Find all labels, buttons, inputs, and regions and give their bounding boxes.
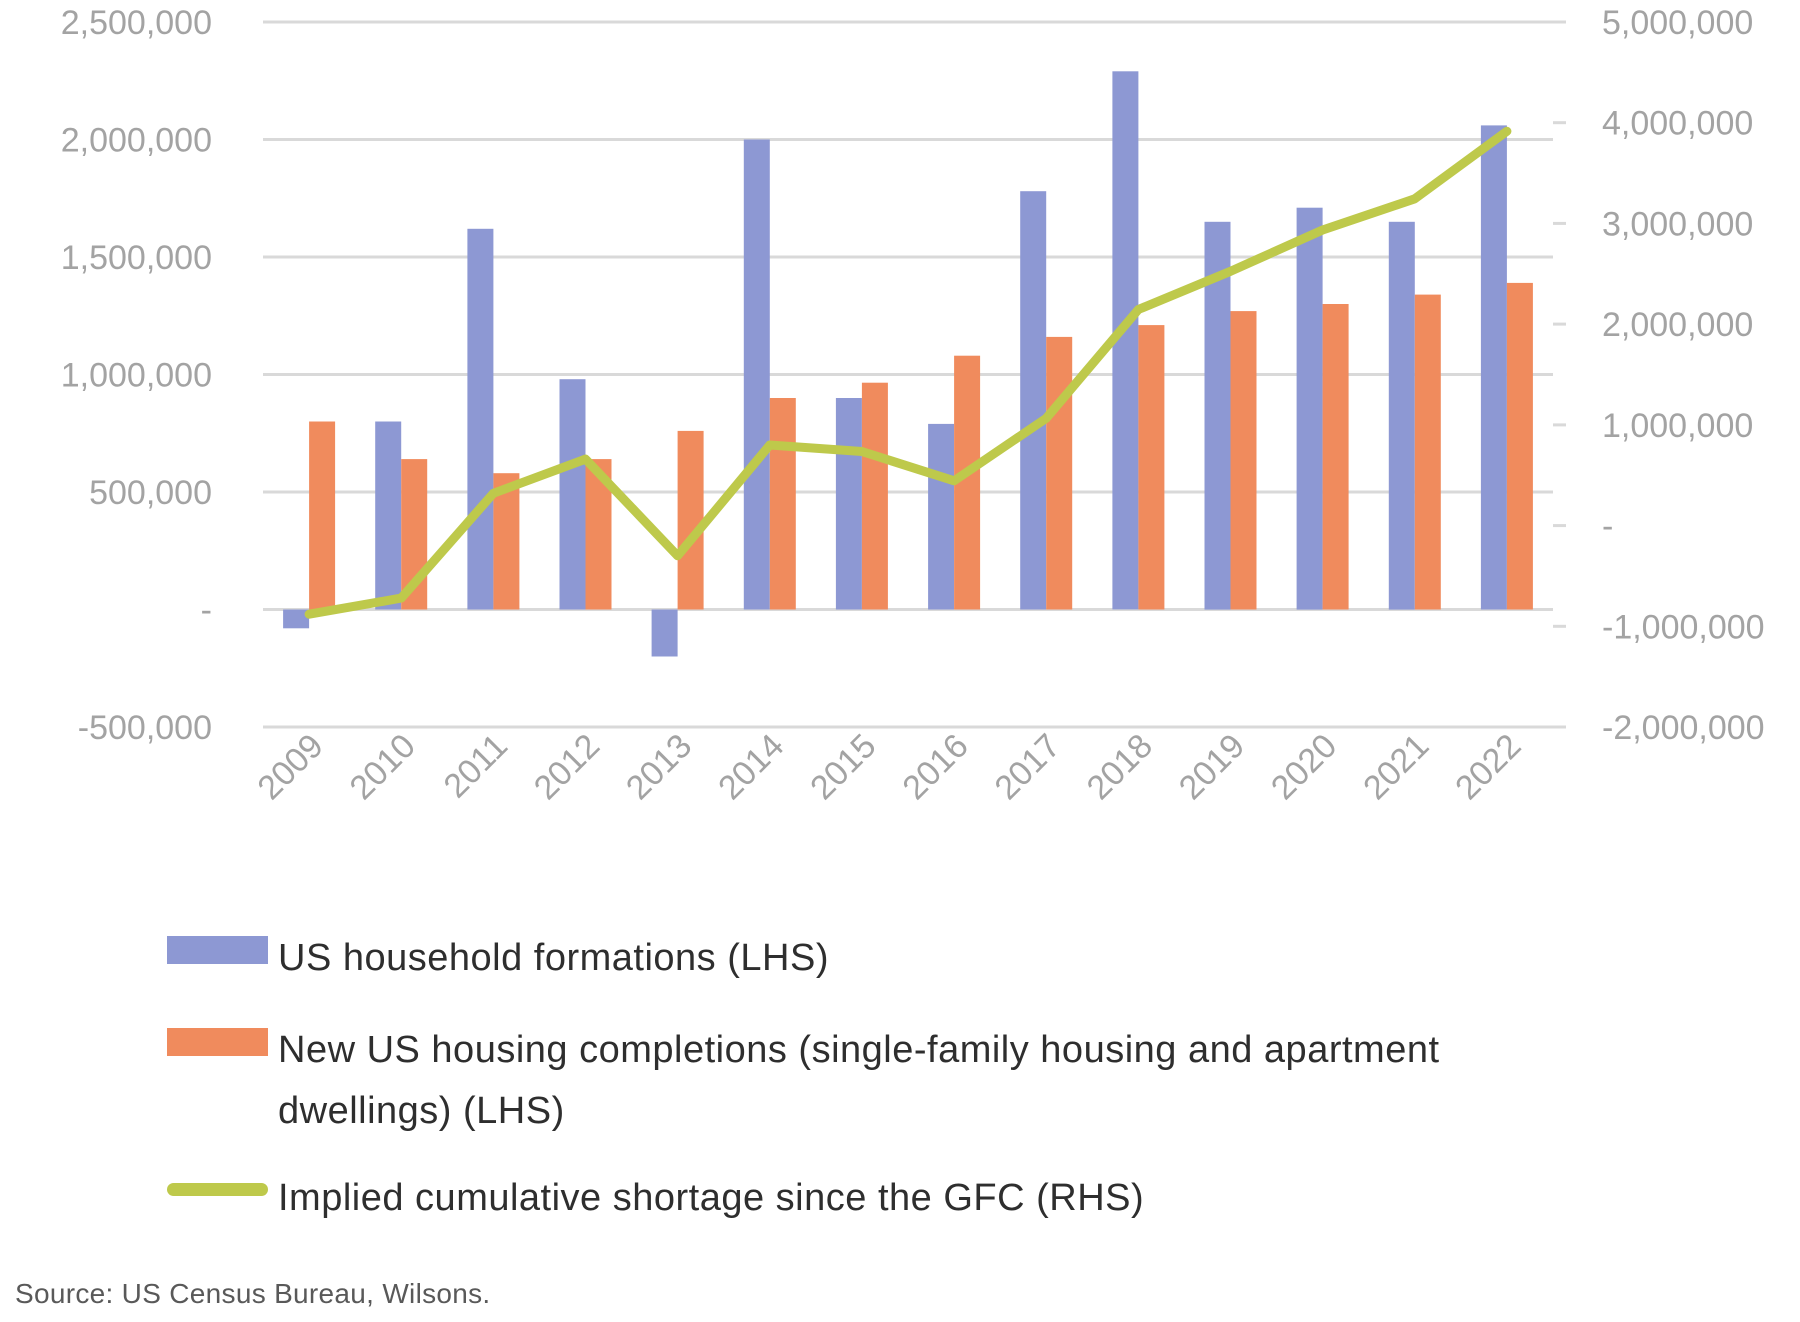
svg-text:2,000,000: 2,000,000	[61, 122, 212, 160]
svg-text:2016: 2016	[895, 727, 975, 807]
source-attribution: Source: US Census Bureau, Wilsons.	[15, 1278, 491, 1309]
svg-text:2020: 2020	[1264, 727, 1344, 807]
formations-bars	[283, 71, 1507, 657]
formations-bar-2016	[928, 423, 955, 610]
svg-text:-2,000,000: -2,000,000	[1602, 709, 1765, 747]
right-axis-labels: 5,000,000 4,000,000 3,000,000 2,000,000 1,00…	[1602, 4, 1765, 747]
svg-text:2012: 2012	[527, 727, 607, 807]
formations-bar-2017	[1020, 191, 1047, 610]
completions-bar-2020	[1322, 304, 1349, 610]
formations-bar-2009	[283, 609, 310, 629]
completions-bar-2009	[309, 421, 336, 610]
svg-text:4,000,000: 4,000,000	[1602, 105, 1753, 143]
completions-bar-2017	[1046, 336, 1073, 610]
svg-text:2010: 2010	[343, 727, 423, 807]
completions-bar-2022	[1506, 282, 1533, 610]
shortage-line-swatch	[167, 1183, 268, 1196]
svg-text:2013: 2013	[619, 727, 699, 807]
svg-text:2011: 2011	[436, 727, 515, 806]
formations-bar-2022	[1480, 125, 1507, 610]
formations-bar-2020	[1296, 207, 1323, 610]
svg-text:-1,000,000: -1,000,000	[1602, 608, 1765, 646]
formations-swatch	[167, 936, 268, 964]
formations-bar-2015	[835, 398, 862, 610]
shortage-legend-label: Implied cumulative shortage since the GF…	[278, 1177, 1145, 1219]
right-axis-ticks	[1553, 20, 1566, 729]
svg-text:5,000,000: 5,000,000	[1602, 4, 1753, 42]
formations-bar-2013	[651, 609, 678, 657]
svg-text:-: -	[1602, 508, 1613, 546]
legend-item-formations: US household formations (LHS)	[167, 928, 829, 989]
svg-text:2009: 2009	[250, 727, 330, 807]
x-axis-labels: 2009 2010 2011 2012 2013 2014 2015 2016 2017 2018…	[250, 727, 1528, 807]
legend-item-shortage: Implied cumulative shortage since the GF…	[167, 1168, 1144, 1229]
svg-text:2019: 2019	[1172, 727, 1252, 807]
formations-bar-2011	[467, 228, 494, 610]
completions-bar-2019	[1230, 311, 1257, 610]
legend-item-completions: New US housing completions (single-famil…	[167, 1020, 1488, 1142]
gridlines	[263, 20, 1553, 729]
completions-bar-2013	[677, 430, 704, 610]
svg-text:2017: 2017	[988, 727, 1068, 807]
formations-bar-2010	[375, 421, 402, 610]
completions-bar-2021	[1414, 294, 1441, 610]
svg-text:2,500,000: 2,500,000	[61, 4, 212, 42]
svg-text:1,000,000: 1,000,000	[1602, 407, 1753, 445]
formations-legend-label: US household formations (LHS)	[278, 937, 829, 979]
formations-bar-2012	[559, 379, 586, 610]
svg-text:2018: 2018	[1080, 727, 1160, 807]
svg-text:2022: 2022	[1448, 727, 1528, 807]
completions-bars	[309, 282, 1533, 610]
svg-text:-500,000: -500,000	[78, 709, 212, 747]
left-axis-labels: 2,500,000 2,000,000 1,500,000 1,000,000 500,…	[61, 4, 212, 747]
svg-text:-: -	[201, 592, 212, 630]
svg-text:2015: 2015	[803, 727, 883, 807]
svg-text:500,000: 500,000	[89, 474, 212, 512]
formations-bar-2021	[1388, 221, 1415, 610]
completions-bar-2018	[1138, 325, 1165, 610]
svg-text:2,000,000: 2,000,000	[1602, 306, 1753, 344]
completions-legend-label: New US housing completions (single-famil…	[278, 1029, 1440, 1132]
svg-text:3,000,000: 3,000,000	[1602, 205, 1753, 243]
formations-bar-2014	[743, 139, 770, 610]
housing-chart-canvas: 2,500,000 2,000,000 1,500,000 1,000,000 500,…	[61, 4, 1765, 807]
formations-bar-2019	[1204, 221, 1231, 610]
svg-text:1,000,000: 1,000,000	[61, 357, 212, 395]
svg-text:2014: 2014	[711, 727, 791, 807]
shortage-line	[304, 126, 1512, 619]
svg-text:2021: 2021	[1356, 727, 1436, 807]
completions-swatch	[167, 1028, 268, 1056]
completions-bar-2015	[861, 382, 888, 610]
svg-text:1,500,000: 1,500,000	[61, 239, 212, 277]
completions-bar-2014	[769, 398, 796, 610]
